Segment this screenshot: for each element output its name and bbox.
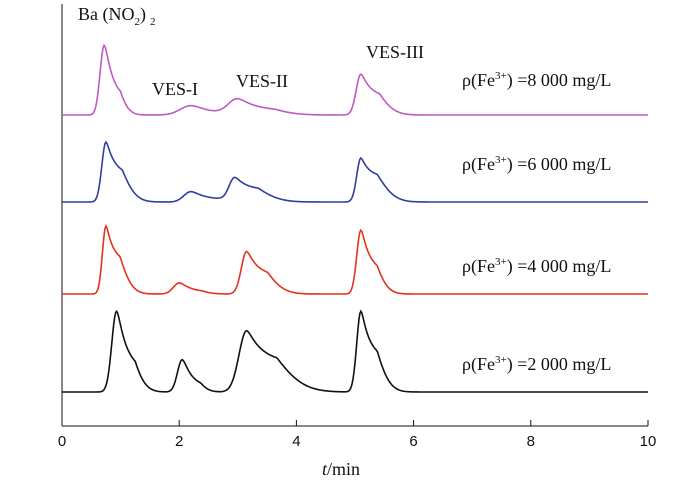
- series-label: ρ(Fe3+) =2 000 mg/L: [462, 354, 611, 375]
- x-tick-label: 0: [58, 433, 66, 450]
- x-tick-label: 10: [640, 433, 657, 450]
- x-ticks: 0 2 4 6 8 10: [58, 420, 657, 450]
- ves1-annotation: VES-I: [152, 79, 198, 99]
- x-tick-label: 8: [527, 433, 535, 450]
- series-line: [62, 309, 648, 393]
- series-label: ρ(Fe3+) =8 000 mg/L: [462, 70, 611, 91]
- x-axis-label: t/min: [322, 459, 360, 479]
- series-labels: ρ(Fe3+) =8 000 mg/L ρ(Fe3+) =6 000 mg/L ρ(…: [462, 70, 611, 375]
- x-tick-label: 2: [175, 433, 183, 450]
- x-tick-label: 6: [409, 433, 417, 450]
- ves3-annotation: VES-III: [366, 42, 424, 62]
- series-layer: [62, 43, 648, 393]
- series-line: [62, 140, 648, 203]
- series-line: [62, 224, 648, 295]
- ba-annotation: Ba (NO2) 2: [78, 4, 156, 28]
- series-label: ρ(Fe3+) =4 000 mg/L: [462, 256, 611, 277]
- series-label: ρ(Fe3+) =6 000 mg/L: [462, 154, 611, 175]
- ves2-annotation: VES-II: [236, 71, 288, 91]
- x-tick-label: 4: [292, 433, 300, 450]
- series-line: [62, 43, 648, 116]
